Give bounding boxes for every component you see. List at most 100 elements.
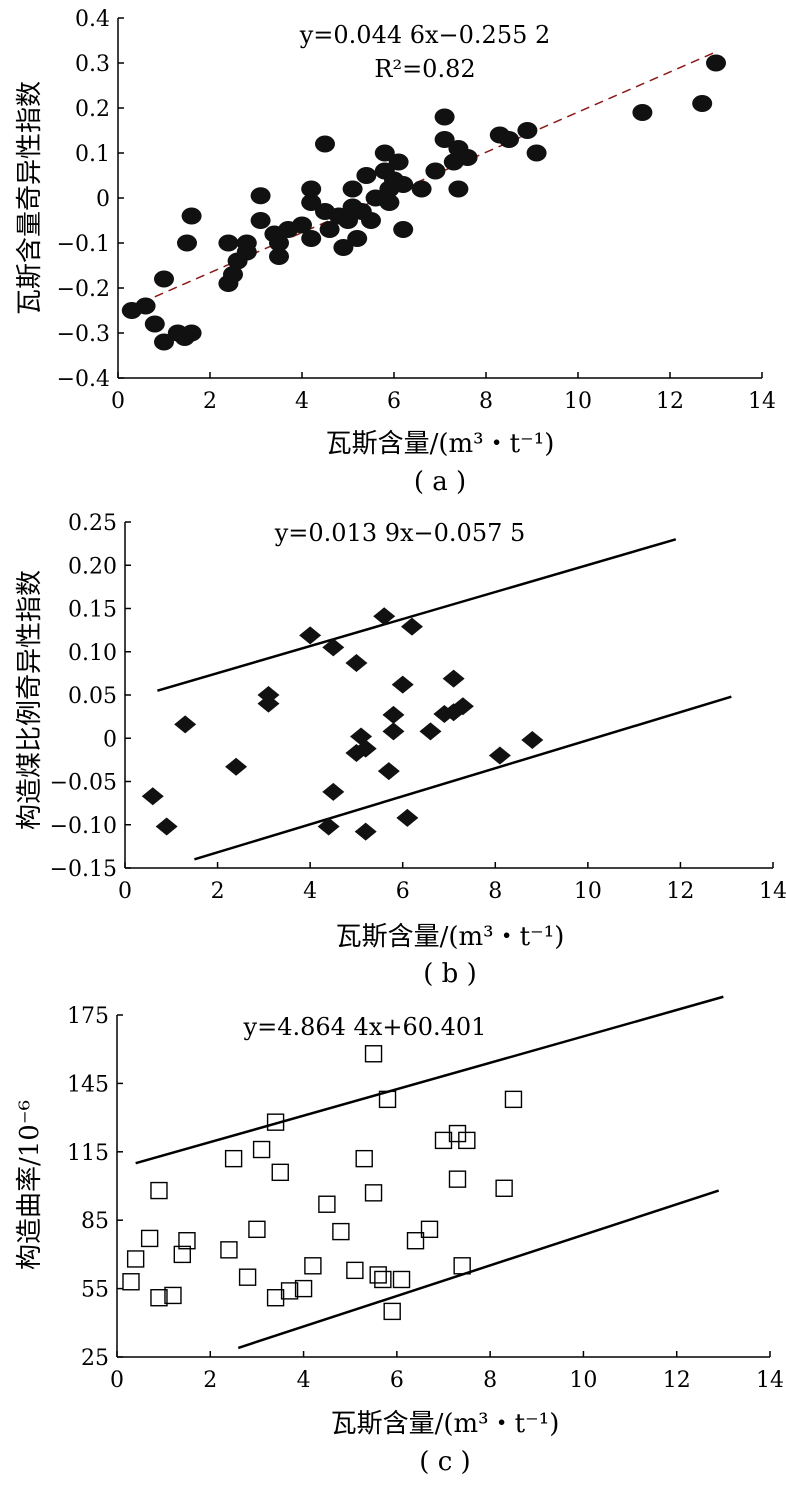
panel-b-axes: 0 2 4 6 8 10 12 14 −0.15 −0.10 −0.05 0 0.05 0.10 0.15 0…: [50, 511, 786, 904]
data-point: [338, 212, 358, 229]
panel-a-equation: y=0.044 6x−0.255 2: [299, 21, 551, 49]
data-point: [495, 1179, 513, 1197]
panel-c-ylabel: 构造曲率/10⁻⁶: [15, 1100, 45, 1270]
y-tick-label: 145: [67, 1072, 109, 1097]
data-point: [448, 180, 469, 198]
x-tick-label: 10: [564, 389, 592, 414]
y-tick-label: 0: [96, 187, 110, 212]
data-point: [632, 104, 653, 121]
y-tick-label: −0.1: [57, 232, 110, 257]
data-point: [364, 1045, 383, 1063]
data-point: [434, 108, 455, 126]
data-point: [318, 1195, 336, 1213]
x-tick-label: 0: [111, 389, 125, 414]
y-tick-label: −0.15: [50, 857, 117, 882]
data-point: [373, 607, 396, 626]
panel-b-marks: [141, 538, 732, 861]
data-point: [378, 1090, 397, 1109]
data-point: [126, 1250, 145, 1268]
panel-c-xlabel: 瓦斯含量/(m³・t⁻¹): [331, 1409, 560, 1439]
x-tick-label: 4: [303, 879, 317, 904]
data-point: [269, 234, 289, 252]
data-point: [164, 1286, 182, 1305]
y-tick-label: −0.2: [57, 277, 110, 302]
panel-b-label: ( b ): [423, 959, 476, 989]
x-tick-label: 2: [203, 1368, 217, 1393]
data-point: [448, 1124, 467, 1143]
x-tick-label: 8: [488, 879, 502, 904]
data-point: [177, 234, 197, 252]
y-tick-label: 0.10: [68, 641, 117, 666]
x-tick-label: 8: [483, 1368, 497, 1393]
x-tick-label: 12: [656, 389, 684, 414]
x-tick-label: 8: [479, 389, 493, 414]
panel-a-axes: 0 2 4 6 8 10 12 14 −0.4 −0.3 −0.2 −0.1 0 0.1 0.2 0.3 0.4: [57, 7, 776, 414]
panel-c-equation: y=4.864 4x+60.401: [243, 1013, 487, 1041]
data-point: [333, 239, 354, 256]
data-point: [379, 194, 400, 211]
data-point: [173, 1245, 192, 1264]
data-point: [322, 638, 345, 657]
panel-c-label: ( c ): [419, 1447, 470, 1477]
y-tick-label: 0.05: [68, 684, 117, 709]
data-point: [434, 131, 455, 148]
data-point: [141, 787, 164, 806]
data-point: [135, 297, 156, 315]
data-point: [434, 1131, 453, 1150]
data-point: [361, 212, 381, 229]
data-point: [393, 176, 414, 193]
data-point: [236, 243, 257, 261]
y-tick-label: 175: [67, 1004, 109, 1029]
data-point: [154, 270, 174, 288]
data-point: [504, 1090, 523, 1109]
y-tick-label: 85: [81, 1209, 109, 1234]
data-point: [150, 1181, 168, 1200]
data-point: [382, 722, 405, 741]
data-point: [250, 187, 271, 205]
x-tick-label: 6: [387, 389, 401, 414]
data-point: [521, 730, 544, 749]
data-point: [269, 248, 289, 265]
data-point: [374, 144, 395, 162]
data-point: [355, 1149, 373, 1168]
x-tick-label: 6: [396, 879, 410, 904]
x-tick-label: 10: [569, 1368, 597, 1393]
data-point: [383, 1302, 401, 1321]
x-tick-label: 0: [110, 1368, 124, 1393]
x-tick-label: 6: [390, 1368, 404, 1393]
y-tick-label: −0.3: [57, 322, 110, 347]
data-point: [425, 162, 446, 180]
data-point: [292, 216, 312, 234]
data-point: [271, 1163, 289, 1182]
data-point: [369, 1266, 387, 1284]
data-point: [144, 315, 165, 333]
data-point: [154, 333, 174, 351]
data-point: [388, 153, 409, 171]
y-tick-label: 115: [67, 1141, 109, 1166]
data-point: [453, 1257, 471, 1275]
panel-c-scatter: 0 2 4 6 8 10 12 14 25 55 85 115 145 175 y=4.864 4x+60…: [15, 995, 784, 1477]
data-point: [458, 1131, 476, 1150]
data-point: [266, 1289, 285, 1307]
x-tick-label: 14: [759, 879, 786, 904]
y-tick-label: 55: [81, 1278, 109, 1303]
panel-b-scatter: 0 2 4 6 8 10 12 14 −0.15 −0.10 −0.05 0 0.05 0.10 0.15 0…: [15, 511, 786, 989]
y-tick-label: 0.3: [75, 52, 110, 77]
data-point: [218, 234, 239, 252]
data-point: [140, 1229, 159, 1248]
data-point: [345, 653, 368, 672]
data-point: [181, 207, 202, 225]
data-point: [301, 194, 322, 211]
data-point: [248, 1220, 266, 1239]
panel-a-label: ( a ): [414, 467, 466, 497]
upper-bound-line: [157, 538, 677, 692]
data-point: [393, 221, 414, 238]
y-tick-label: 0.20: [68, 554, 117, 579]
y-tick-label: −0.4: [57, 367, 110, 392]
data-point: [280, 1282, 299, 1300]
x-tick-label: 4: [295, 389, 309, 414]
data-point: [347, 230, 368, 247]
lower-bound-line: [194, 695, 732, 861]
panel-b-xlabel: 瓦斯含量/(m³・t⁻¹): [336, 922, 565, 952]
data-point: [419, 722, 442, 741]
